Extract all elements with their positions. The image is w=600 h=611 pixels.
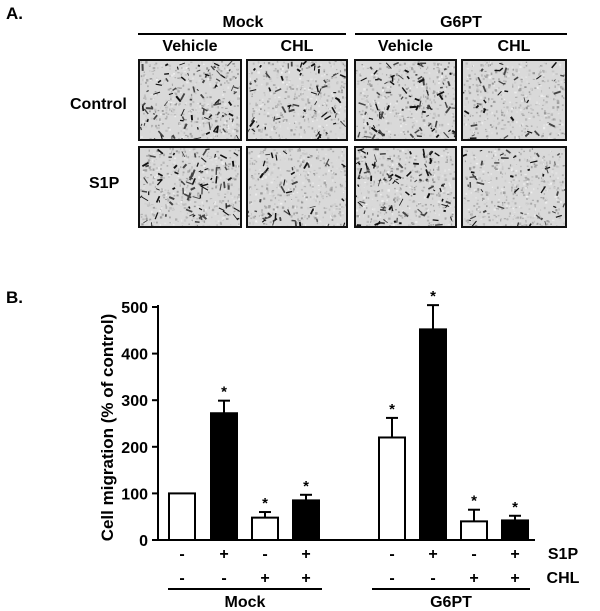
bar	[460, 520, 488, 541]
row-label-control: Control	[70, 96, 127, 113]
condition-sign: -	[430, 570, 435, 587]
group-label: Mock	[225, 594, 266, 611]
condition-sign: -	[221, 570, 226, 587]
condition-sign: +	[260, 570, 269, 587]
bar	[251, 516, 279, 542]
y-tick-label: 100	[121, 486, 148, 503]
y-tick-label: 400	[121, 347, 148, 364]
micrograph-s1p-g6pt-chl	[461, 146, 567, 228]
y-tick-label: 300	[121, 393, 148, 410]
micrograph-control-mock-chl	[246, 59, 348, 141]
condition-label: S1P	[548, 546, 579, 563]
bar	[501, 519, 529, 541]
significance-marker: *	[389, 401, 395, 418]
bar	[419, 328, 447, 542]
panel-b-label: B.	[6, 288, 23, 307]
bar	[292, 499, 320, 541]
y-tick-label: 0	[139, 533, 148, 550]
significance-marker: *	[303, 478, 309, 495]
y-axis-label: Cell migration (% of control)	[98, 314, 117, 542]
y-tick-label: 200	[121, 440, 148, 457]
condition-sign: -	[262, 546, 267, 563]
condition-sign: -	[471, 546, 476, 563]
significance-marker: *	[430, 288, 436, 305]
micrograph-s1p-mock-vehicle	[138, 146, 242, 228]
condition-sign: +	[301, 570, 310, 587]
column-header-mock-vehicle: Vehicle	[162, 38, 218, 55]
micrograph-control-g6pt-chl	[461, 59, 567, 141]
condition-label: CHL	[547, 570, 580, 587]
condition-sign: +	[428, 546, 437, 563]
group-divider-g6pt	[355, 33, 567, 35]
y-tick-label: 500	[121, 300, 148, 317]
group-header-g6pt: G6PT	[440, 14, 482, 31]
column-header-g6pt-chl: CHL	[497, 38, 531, 55]
significance-marker: *	[512, 499, 518, 516]
micrograph-control-mock-vehicle	[138, 59, 242, 141]
condition-sign: -	[389, 546, 394, 563]
column-header-g6pt-vehicle: Vehicle	[377, 38, 434, 55]
condition-sign: +	[469, 570, 478, 587]
bar	[168, 492, 196, 541]
group-header-mock: Mock	[222, 14, 264, 31]
condition-sign: -	[389, 570, 394, 587]
micrograph-control-g6pt-vehicle	[354, 59, 457, 141]
condition-sign: +	[219, 546, 228, 563]
significance-marker: *	[471, 493, 477, 510]
significance-marker: *	[221, 384, 227, 401]
micrograph-s1p-mock-chl	[246, 146, 348, 228]
condition-sign: +	[510, 546, 519, 563]
bar	[210, 412, 238, 541]
condition-sign: +	[301, 546, 310, 563]
row-label-s1p: S1P	[89, 175, 120, 192]
micrograph-s1p-g6pt-vehicle	[354, 146, 457, 228]
group-divider-mock	[138, 33, 346, 35]
column-header-mock-chl: CHL	[280, 38, 314, 55]
condition-sign: -	[179, 546, 184, 563]
condition-sign: +	[510, 570, 519, 587]
panel-a-label: A.	[6, 4, 23, 23]
significance-marker: *	[262, 495, 268, 512]
group-label: G6PT	[430, 594, 472, 611]
condition-sign: -	[179, 570, 184, 587]
bar	[378, 436, 406, 541]
